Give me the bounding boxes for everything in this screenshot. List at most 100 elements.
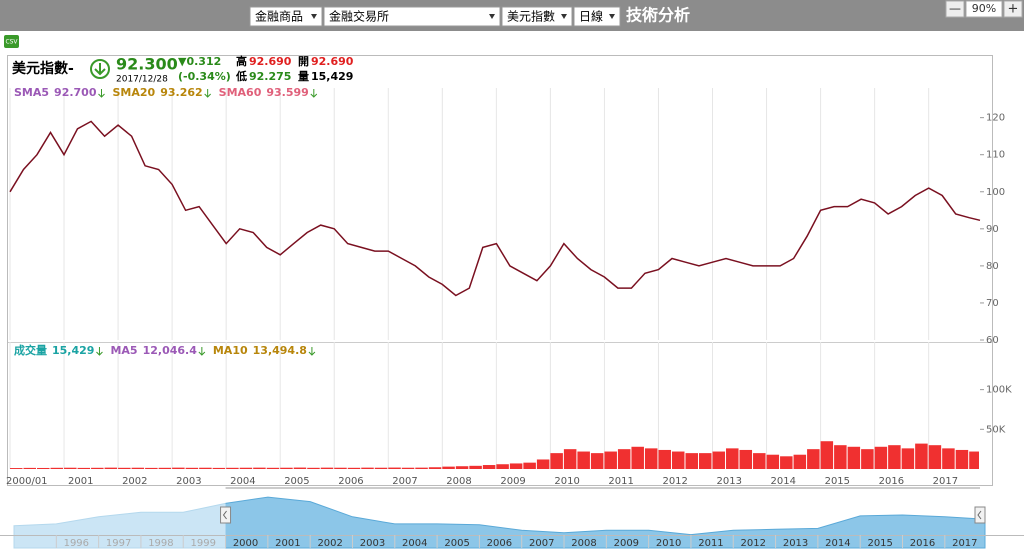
navigator-tick-label: 2015: [867, 538, 892, 549]
navigator-tick-label: 2003: [360, 538, 385, 549]
volume-bar: [172, 467, 185, 469]
x-tick-label: 2005: [284, 476, 309, 487]
volume-label: 量: [298, 70, 309, 83]
volume-value: 15,429: [311, 70, 353, 83]
x-tick-label: 2001: [68, 476, 93, 487]
y-tick-label: 70: [986, 298, 999, 309]
indicator-arrow: [310, 89, 318, 98]
x-tick-label: 2010: [554, 476, 579, 487]
volume-bar: [199, 467, 212, 469]
quote-change: ▼0.312: [178, 55, 221, 68]
volume-bar: [753, 453, 766, 469]
x-tick-label: 2007: [392, 476, 417, 487]
x-tick-label: 2014: [771, 476, 796, 487]
navigator-tick-label: 2014: [825, 538, 850, 549]
volume-bar: [10, 468, 23, 469]
x-tick-label: 2003: [176, 476, 201, 487]
volume-bar: [334, 467, 347, 469]
price-line: [9, 120, 981, 297]
quote-name: 美元指數-: [12, 60, 74, 77]
volume-bar: [320, 467, 334, 469]
navigator-tick-label: 2009: [614, 538, 639, 549]
volume-bar: [388, 467, 401, 469]
open-value: 92.690: [311, 55, 354, 68]
indicator-arrow: [96, 347, 103, 356]
zoom-label: 90%: [972, 2, 996, 15]
zoom-in[interactable]: [1003, 0, 1023, 18]
indicator-name: 成交量: [14, 343, 47, 357]
select[interactable]: [573, 6, 621, 27]
select[interactable]: [501, 6, 573, 27]
volume-bar: [861, 449, 874, 469]
volume-bar: [834, 445, 847, 469]
y-tick-label: 100: [986, 187, 1005, 198]
navigator-tick-label: 1999: [191, 538, 216, 549]
y-tick-label: 90: [986, 224, 999, 235]
csv-button[interactable]: [4, 35, 19, 48]
volume-bar: [631, 446, 644, 469]
navigator-tick-label: 2013: [783, 538, 808, 549]
volume-bar: [807, 449, 820, 469]
volume-bar: [415, 467, 428, 469]
volume-bar: [901, 448, 915, 469]
x-tick-label: 2011: [608, 476, 633, 487]
volume-bar: [50, 467, 64, 469]
select-label[interactable]: 日線: [579, 9, 603, 24]
csv-label[interactable]: CSV: [5, 39, 18, 46]
volume-bar: [482, 465, 496, 469]
indicator-arrow: [98, 89, 105, 98]
indicator-value: 93.599: [266, 86, 308, 99]
volume-bar: [347, 467, 361, 469]
volume-bar: [455, 466, 469, 469]
volume-bar: [969, 451, 979, 469]
volume-bar: [307, 467, 320, 469]
quote-change-pct: (-0.34%): [178, 70, 231, 83]
indicator-arrow: [308, 347, 316, 356]
zoom-out[interactable]: [945, 0, 965, 18]
y-tick-label: 120: [986, 113, 1005, 124]
navigator-tick-label: 2001: [275, 538, 300, 549]
navigator-handle[interactable]: [974, 506, 986, 524]
low-value: 92.275: [249, 70, 291, 83]
x-tick-label: 2008: [446, 476, 471, 487]
select-label[interactable]: 金融商品: [255, 9, 303, 24]
y-tick-label: 50K: [986, 424, 1006, 435]
page-title: 技術分析: [626, 6, 690, 25]
zoom-out-label[interactable]: —: [949, 2, 961, 16]
volume-bar: [617, 449, 631, 469]
select[interactable]: [249, 6, 323, 27]
volume-bar: [685, 453, 698, 469]
volume-bar: [158, 467, 172, 469]
high-value: 92.690: [249, 55, 292, 68]
volume-bar: [604, 451, 617, 469]
navigator-tick-label: 2012: [741, 538, 766, 549]
volume-bar: [671, 451, 685, 469]
select-caret: [561, 14, 567, 19]
x-tick-label: 2015: [825, 476, 850, 487]
volume-bar: [536, 459, 550, 469]
volume-bar: [226, 467, 239, 469]
volume-bar: [658, 449, 671, 469]
select[interactable]: [323, 6, 501, 27]
navigator-tick-label: 2011: [698, 538, 723, 549]
navigator-tick-label: 2005: [444, 538, 469, 549]
zoom-value: [965, 0, 1003, 18]
volume-bar: [64, 467, 77, 469]
select-label[interactable]: 金融交易所: [329, 9, 389, 24]
volume-bar: [496, 464, 509, 469]
volume-bar: [888, 445, 901, 469]
x-tick-label: 2016: [879, 476, 904, 487]
select-label[interactable]: 美元指數: [507, 9, 555, 24]
x-tick-label: 2017: [933, 476, 958, 487]
handle-grip: [977, 510, 982, 520]
indicator-name: SMA20: [113, 86, 156, 99]
x-tick-label: 2009: [500, 476, 525, 487]
navigator-handle[interactable]: [220, 506, 232, 524]
volume-bar: [118, 467, 131, 469]
zoom-in-label[interactable]: +: [1008, 2, 1019, 17]
navigator-tick-label: 1998: [148, 538, 173, 549]
volume-bar: [428, 467, 442, 469]
volume-bar: [766, 454, 780, 469]
volume-bar: [469, 465, 482, 469]
indicator-name: SMA60: [219, 86, 262, 99]
